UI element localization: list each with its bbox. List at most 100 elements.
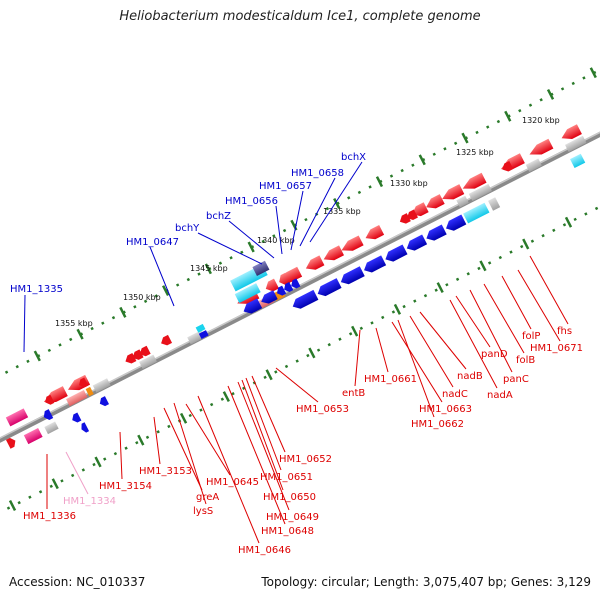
gene-label-leader [483,283,525,354]
scale-tick-major [393,303,402,315]
forward-gene [265,278,279,292]
scale-tick-major [179,412,188,424]
reverse-gene [243,298,263,314]
gene-label-leader [409,315,454,388]
scale-tick-major [479,260,487,272]
gene-label-leader [245,377,282,471]
gene-label-leader [449,299,498,389]
forward-gene [79,377,89,388]
gene-label: folP [522,331,540,342]
forward-gene [564,135,587,153]
gene-label-leader [299,177,336,247]
gene-label: HM1_0650 [263,492,316,503]
reverse-gene [198,330,209,340]
forward-gene [525,158,542,172]
forward-gene [399,213,411,224]
gene-label-leader [529,255,569,325]
scale-tick-major [589,67,597,79]
gene-label: bchZ [206,211,231,222]
scale-label: 1325 kbp [456,148,494,157]
scale-tick-major [461,132,469,144]
gene-label-leader [275,367,319,403]
scale-tick-major [51,478,59,490]
reverse-gene [488,197,501,211]
gene-label: HM1_0649 [266,512,319,523]
reverse-gene [72,412,82,423]
forward-gene [502,160,514,172]
reverse-gene [385,244,408,262]
gene-label-leader [517,269,561,342]
gene-label: bchY [175,223,200,234]
gene-label-leader [375,327,389,373]
reverse-gene [426,224,447,241]
gene-label: HM1_0663 [419,404,472,415]
gene-label-leader [290,190,304,251]
forward-gene [161,334,173,346]
forward-gene [23,427,43,445]
scale-line-top [0,44,600,429]
gene-label: HM1_3154 [99,481,152,492]
forward-gene [456,195,469,208]
gene-label: HM1_0662 [411,419,464,430]
forward-gene [5,437,16,449]
forward-gene [305,255,325,270]
reverse-gene [570,153,586,169]
forward-gene [341,235,364,251]
forward-gene [125,352,137,364]
forward-gene [5,408,29,427]
reverse-gene [44,421,59,435]
forward-gene [426,194,445,209]
scale-tick-major [33,350,41,362]
scale-tick-major [265,369,273,381]
scale-tick-major [564,216,573,228]
scale-label: 1355 kbp [55,319,93,328]
gene-label: HM1_0653 [296,404,349,415]
gene-label-leader [149,246,175,307]
gene-label: entB [342,388,365,399]
scale-label: 1335 kbp [323,207,361,216]
gene-label-leader [501,275,532,330]
gene-label: HM1_0647 [126,237,179,248]
gene-label: HM1_0658 [291,168,344,179]
scale-tick-major [436,282,444,294]
forward-gene [323,245,345,261]
gene-label: HM1_1336 [23,511,76,522]
reverse-gene [340,266,365,285]
gene-label: HM1_0671 [530,343,583,354]
reverse-gene [81,422,90,433]
forward-gene [234,283,261,303]
gene-label: bchX [341,152,366,163]
gene-label-leader [228,220,275,259]
forward-gene [139,345,151,357]
gene-label: nadB [457,371,483,382]
gene-label: HM1_0657 [259,181,312,192]
forward-gene [132,349,144,360]
reverse-gene [43,409,54,420]
forward-gene [252,260,270,277]
scale-tick-major [504,110,512,122]
scale-tick-major [204,263,212,275]
gene-label-leader [354,329,361,387]
gene-label-leader [119,431,123,480]
forward-gene [365,224,385,240]
scale-label: 1330 kbp [390,179,428,188]
gene-label: HM1_0656 [225,196,278,207]
gene-label: panD [481,349,508,360]
gene-label: HM1_0651 [260,472,313,483]
scale-tick-major [308,347,316,359]
gene-label-leader [163,407,203,491]
gene-label-leader [241,379,284,491]
gene-label-leader [23,294,26,353]
gene-label-leader [237,381,290,511]
forward-gene [561,124,582,140]
scale-tick-major [247,241,255,253]
gene-label: panC [503,374,529,385]
forward-gene [195,323,206,333]
forward-gene [529,138,554,155]
forward-gene [462,172,487,189]
scale-tick-major [418,154,426,166]
gene-label: folB [516,355,535,366]
gene-label: nadA [487,390,513,401]
scale-tick-major [333,197,341,209]
gene-label: HM1_0645 [206,477,259,488]
